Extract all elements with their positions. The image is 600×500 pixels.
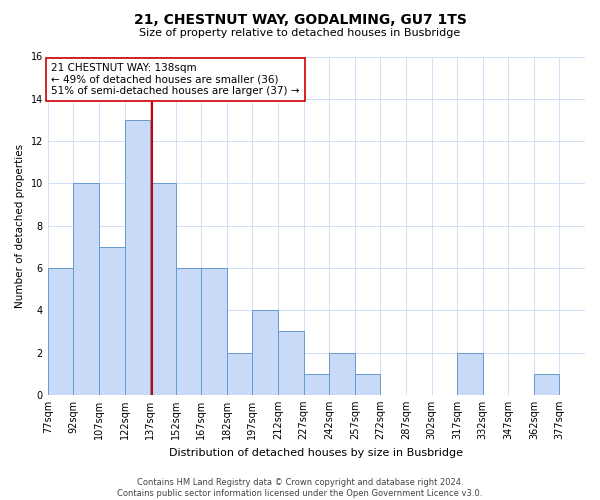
Bar xyxy=(125,120,150,395)
Bar xyxy=(278,332,304,395)
Bar xyxy=(48,268,73,395)
Bar xyxy=(457,352,482,395)
Bar xyxy=(150,184,176,395)
Bar xyxy=(355,374,380,395)
Text: Contains HM Land Registry data © Crown copyright and database right 2024.
Contai: Contains HM Land Registry data © Crown c… xyxy=(118,478,482,498)
Bar xyxy=(534,374,559,395)
Bar xyxy=(329,352,355,395)
Text: 21 CHESTNUT WAY: 138sqm
← 49% of detached houses are smaller (36)
51% of semi-de: 21 CHESTNUT WAY: 138sqm ← 49% of detache… xyxy=(51,63,300,96)
X-axis label: Distribution of detached houses by size in Busbridge: Distribution of detached houses by size … xyxy=(169,448,463,458)
Bar xyxy=(304,374,329,395)
Bar xyxy=(176,268,201,395)
Bar xyxy=(227,352,253,395)
Text: Size of property relative to detached houses in Busbridge: Size of property relative to detached ho… xyxy=(139,28,461,38)
Y-axis label: Number of detached properties: Number of detached properties xyxy=(15,144,25,308)
Bar xyxy=(73,184,99,395)
Bar xyxy=(99,247,125,395)
Bar xyxy=(201,268,227,395)
Bar xyxy=(253,310,278,395)
Text: 21, CHESTNUT WAY, GODALMING, GU7 1TS: 21, CHESTNUT WAY, GODALMING, GU7 1TS xyxy=(134,12,466,26)
